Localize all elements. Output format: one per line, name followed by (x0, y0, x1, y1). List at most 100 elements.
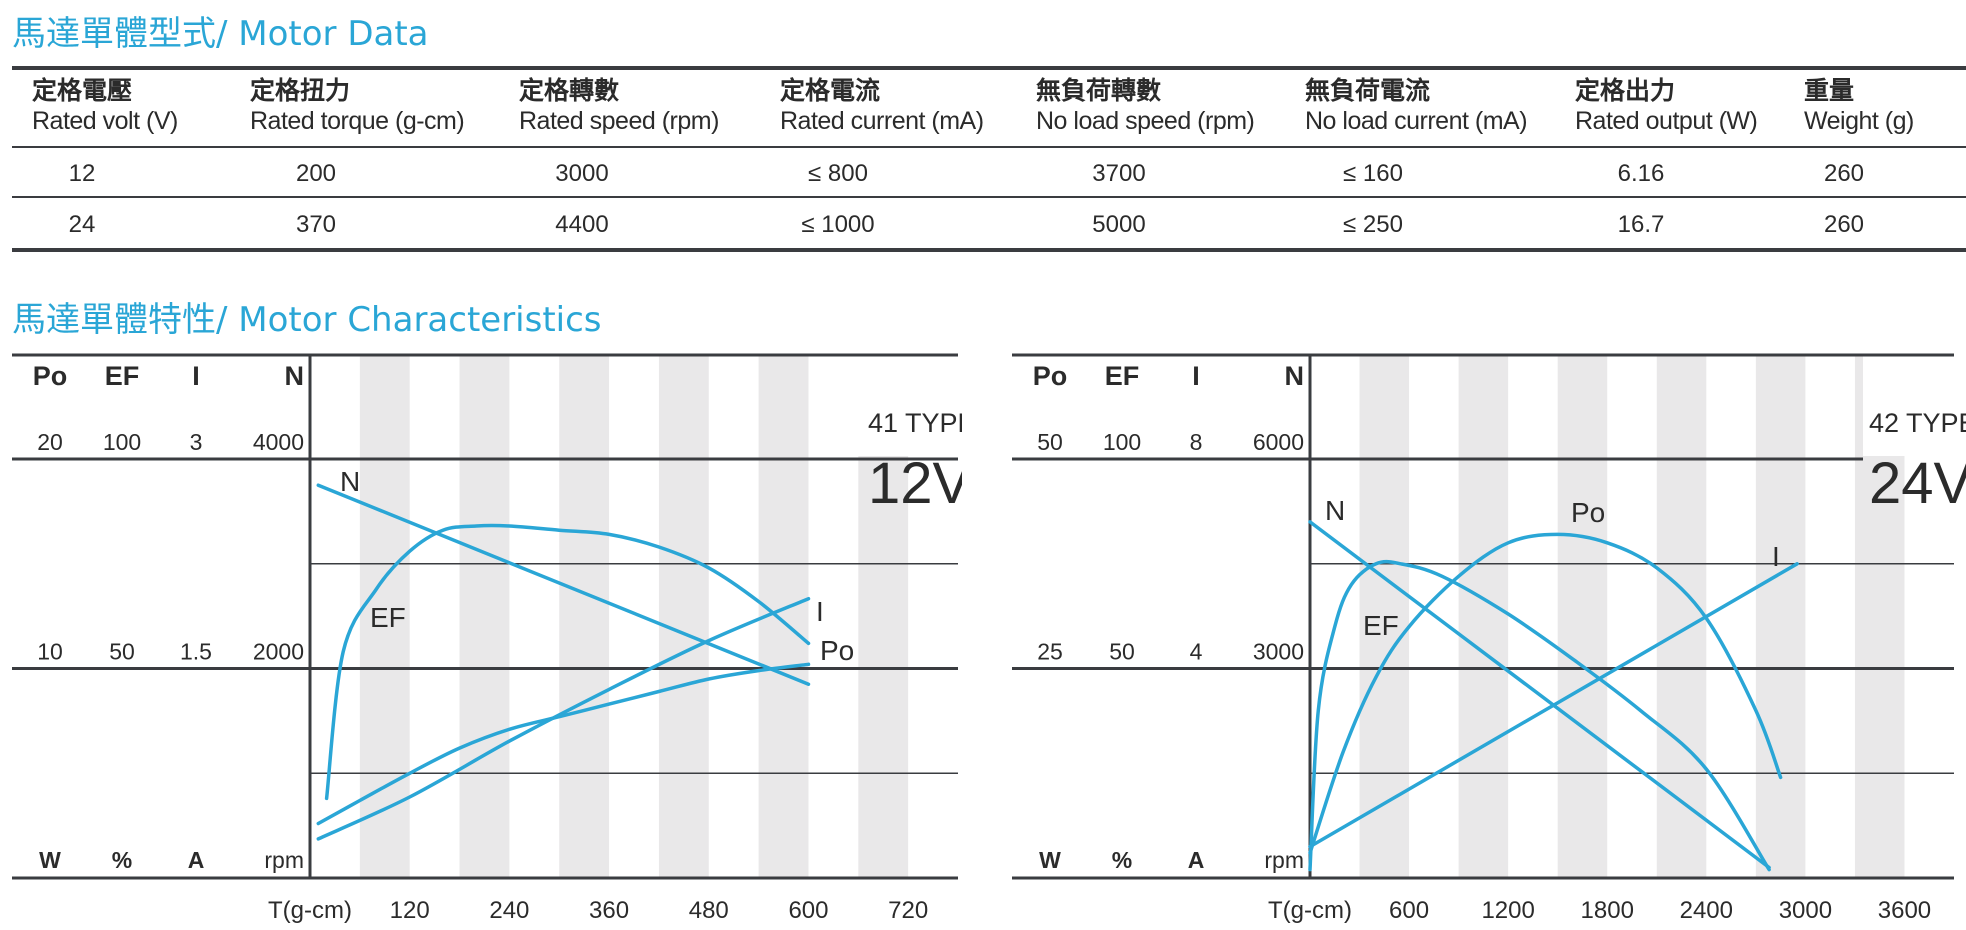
table-cell: 200 (295, 160, 337, 187)
table-cell: 260 (1823, 211, 1865, 238)
header-zh: 定格轉數 (519, 76, 620, 105)
series-label: EF (370, 602, 406, 633)
series-line-po (316, 662, 811, 826)
axis-mid-value: 25 (1037, 639, 1063, 665)
table-cell: ≤ 160 (1343, 160, 1403, 187)
table-top-rule (12, 66, 1966, 70)
x-tick-label: 360 (589, 897, 629, 924)
plot-stripe (1557, 355, 1608, 878)
header-zh: 定格扭力 (250, 76, 351, 105)
axis-unit: W (39, 847, 61, 873)
axis-unit: A (188, 847, 205, 873)
table-cell: 3700 (1092, 160, 1146, 187)
header-rated-speed: 定格轉數 Rated speed (rpm) (519, 76, 719, 136)
header-zh: 定格電流 (780, 76, 881, 105)
table-cell: 12 (68, 160, 96, 187)
series-line-i (1308, 562, 1799, 849)
axis-header: N (285, 361, 305, 391)
series-label: I (816, 596, 824, 627)
table-cell: 370 (295, 211, 337, 238)
x-tick-label: 1800 (1581, 897, 1634, 924)
series-label: I (1772, 541, 1780, 572)
header-zh: 定格電壓 (32, 76, 133, 105)
axis-top-value: 8 (1190, 429, 1203, 455)
table-cell: ≤ 250 (1343, 211, 1403, 238)
chart-41-type-12v: Po 20 10 W EF 100 50% I 3 1.5 A N 4000 2000 rpm T(g-cm)… (12, 353, 962, 924)
header-rated-output: 定格出力 Rated output (W) (1575, 76, 1758, 136)
plot-stripe (359, 355, 410, 878)
header-weight: 重量 Weight (g) (1804, 76, 1914, 136)
table-cell: ≤ 800 (808, 160, 868, 187)
x-tick-label: 120 (390, 897, 430, 924)
motor-characteristics-title: 馬達單體特性/ Motor Characteristics (12, 300, 602, 340)
header-zh: 重量 (1804, 76, 1855, 105)
table-cell: 3000 (555, 160, 609, 187)
axis-mid-value: 50 (109, 639, 135, 665)
x-tick-label: 720 (888, 897, 928, 924)
axis-top-value: 100 (1103, 429, 1141, 455)
plot-stripe (459, 355, 510, 878)
axis-mid-value: 50 (1109, 639, 1135, 665)
series-label: Po (1571, 497, 1605, 528)
table-cell: 6.16 (1617, 160, 1665, 187)
axis-unit: W (1039, 847, 1061, 873)
x-axis-label: T(g-cm) (1268, 897, 1352, 924)
axis-header: N (1285, 361, 1305, 391)
x-axis-label: T(g-cm) (268, 897, 352, 924)
voltage-label: 24V (1869, 451, 1966, 516)
axis-top-value: 4000 (253, 429, 304, 455)
axis-top-value: 3 (190, 429, 203, 455)
chart-42-type-24v: Po 50 25 W EF 100 50% I 8 4 A N 6000 3000 rpm T(g-cm) 60… (1012, 353, 1966, 924)
axis-unit: % (112, 847, 132, 873)
x-tick-label: 600 (1389, 897, 1429, 924)
series-label: N (340, 466, 360, 497)
axis-mid-value: 3000 (1253, 639, 1304, 665)
x-tick-label: 480 (689, 897, 729, 924)
type-label-background (1863, 355, 1963, 456)
series-label: N (1325, 495, 1345, 526)
voltage-label: 12V (868, 451, 962, 516)
axis-mid-value: 10 (37, 639, 63, 665)
series-label: EF (1363, 610, 1399, 641)
axis-header: I (1192, 361, 1200, 391)
series-line-ef (324, 523, 811, 801)
header-rated-volt: 定格電壓 Rated volt (V) (32, 76, 178, 136)
header-no-load-current: 無負荷電流 No load current (mA) (1305, 76, 1528, 136)
header-en: Rated torque (g-cm) (250, 107, 465, 135)
table-row-rule (12, 196, 1966, 198)
table-cell: ≤ 1000 (801, 211, 875, 238)
x-tick-label: 3000 (1779, 897, 1832, 924)
plot-stripe (1458, 355, 1509, 878)
header-en: No load current (mA) (1305, 107, 1528, 135)
series-line-n (1308, 520, 1771, 870)
axis-mid-value: 4 (1190, 639, 1203, 665)
header-en: Rated output (W) (1575, 107, 1758, 135)
header-en: Rated volt (V) (32, 107, 178, 135)
header-no-load-speed: 無負荷轉數 No load speed (rpm) (1036, 76, 1255, 136)
axis-header: Po (33, 361, 68, 391)
table-header-rule (12, 146, 1966, 148)
axis-header: I (192, 361, 200, 391)
axis-unit: rpm (1264, 847, 1304, 873)
plot-stripe (1755, 355, 1806, 878)
header-rated-torque: 定格扭力 Rated torque (g-cm) (250, 76, 465, 136)
axis-mid-value: 1.5 (180, 639, 212, 665)
x-tick-label: 1200 (1481, 897, 1534, 924)
header-zh: 定格出力 (1575, 76, 1676, 105)
axis-top-value: 50 (1037, 429, 1063, 455)
header-zh: 無負荷轉數 (1036, 76, 1162, 105)
axis-header: Po (1033, 361, 1068, 391)
plot-stripe (1359, 355, 1410, 878)
motor-data-title: 馬達單體型式/ Motor Data (12, 14, 429, 54)
axis-unit: A (1188, 847, 1205, 873)
axis-unit: rpm (264, 847, 304, 873)
axis-top-value: 100 (103, 429, 141, 455)
series-line-po (1308, 532, 1783, 855)
header-en: Rated speed (rpm) (519, 107, 719, 135)
plot-stripe (559, 355, 610, 878)
x-tick-label: 600 (788, 897, 828, 924)
type-label: 42 TYPE (1869, 408, 1966, 438)
axis-top-value: 20 (37, 429, 63, 455)
series-line-ef (1308, 559, 1771, 872)
header-en: Rated current (mA) (780, 107, 984, 135)
